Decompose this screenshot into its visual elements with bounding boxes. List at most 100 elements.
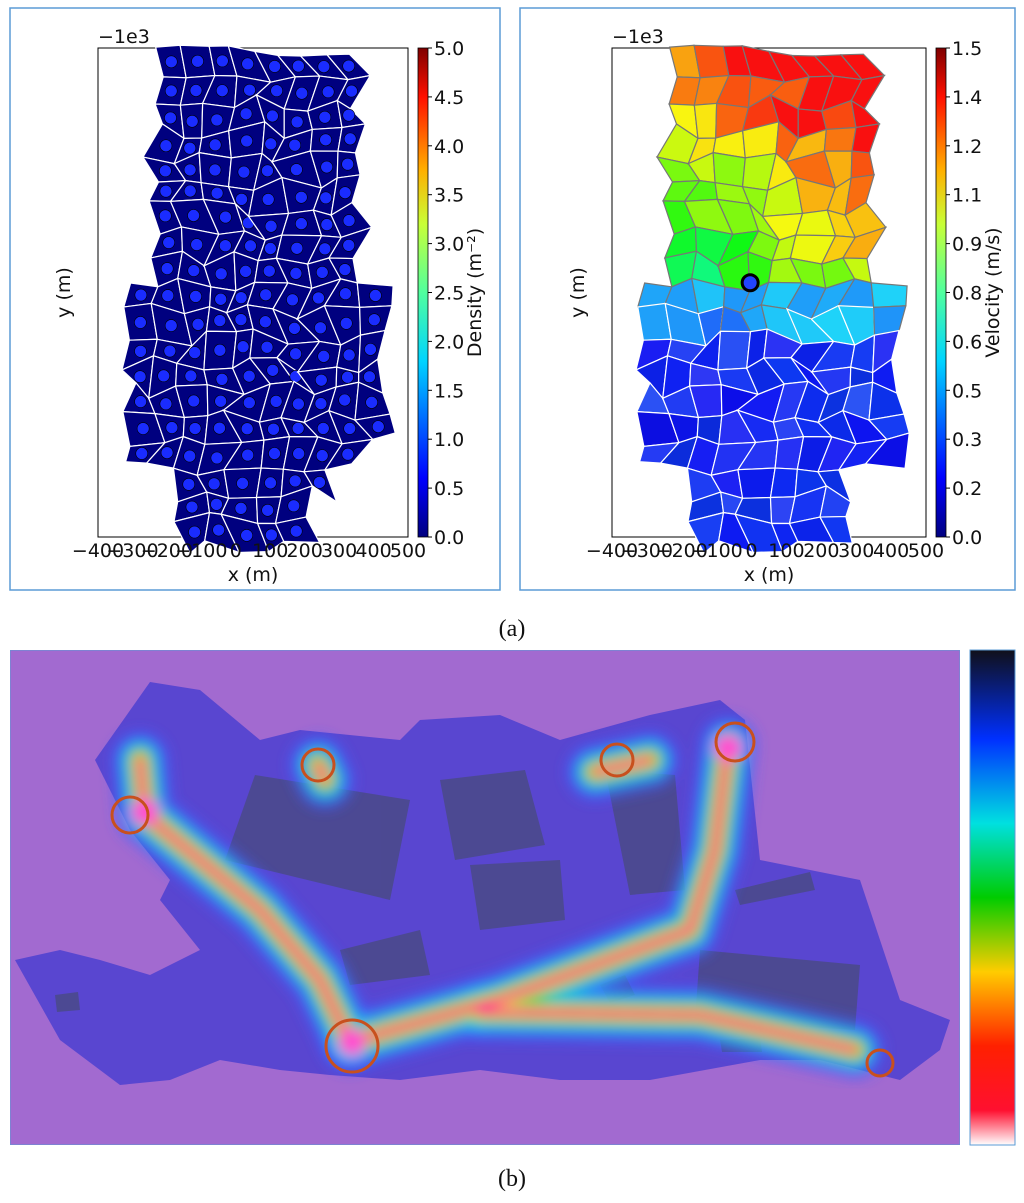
pedestrian [236, 477, 249, 490]
pedestrian [241, 448, 255, 462]
pedestrian [264, 242, 277, 255]
pedestrian [292, 447, 305, 460]
pedestrian [190, 238, 204, 251]
pedestrian [259, 315, 272, 329]
x-tick-label: 200 [803, 540, 839, 562]
pedestrian [338, 186, 352, 199]
colorbar [417, 47, 429, 538]
pedestrian [159, 164, 172, 178]
colorbar-tick-label: 0.6 [952, 331, 982, 353]
x-tick-label: 300 [838, 540, 874, 562]
pedestrian [234, 291, 248, 304]
pedestrian [317, 60, 331, 73]
x-tick-label: 500 [908, 540, 944, 562]
x-tick-label: −300 [106, 540, 158, 562]
pedestrian [339, 287, 352, 301]
pedestrian [165, 421, 179, 434]
pedestrian [259, 288, 273, 302]
pedestrian [187, 394, 201, 408]
colorbar-tick-label: 3.5 [434, 185, 464, 207]
pedestrian [295, 190, 308, 204]
colorbar-tick-label: 3.0 [434, 234, 464, 256]
colorbar-tick-label: 1.5 [952, 38, 982, 60]
pedestrian [320, 218, 334, 231]
colorbar-tick-label: 4.5 [434, 87, 464, 109]
pedestrian [262, 264, 276, 278]
pedestrian [264, 137, 278, 151]
pedestrian [210, 186, 224, 200]
pedestrian [268, 447, 281, 460]
trail-layer [348, 743, 730, 1044]
colorbar-tick-label: 2.5 [434, 283, 464, 305]
voronoi-cell [819, 515, 854, 544]
pedestrian [210, 497, 223, 511]
pedestrian [265, 528, 278, 542]
x-tick-label: 100 [768, 540, 804, 562]
pedestrian [292, 59, 305, 73]
x-tick-label: 500 [390, 540, 426, 562]
pedestrian [371, 420, 385, 433]
pedestrian [216, 54, 229, 68]
voronoi-cell [712, 151, 746, 188]
colorbar-label: Density (m⁻²) [464, 228, 486, 357]
pedestrian [341, 157, 354, 171]
caption: (a) [499, 616, 526, 642]
pedestrian [188, 525, 201, 539]
pedestrian [219, 210, 232, 224]
pedestrian [185, 114, 199, 128]
y-axis-label: y (m) [53, 267, 75, 318]
pedestrian [286, 293, 299, 307]
heatmap-panel [10, 650, 960, 1145]
voronoi-cell [737, 467, 776, 499]
pedestrian [289, 524, 303, 538]
pedestrian [164, 84, 178, 98]
x-tick-label: −300 [621, 540, 673, 562]
pedestrian [260, 340, 274, 354]
pedestrian [269, 395, 283, 408]
pedestrian [239, 265, 252, 278]
pedestrian [214, 267, 228, 281]
pedestrian [342, 238, 356, 252]
pedestrian [345, 84, 358, 98]
pedestrian [183, 163, 197, 177]
pedestrian [208, 138, 222, 152]
x-tick-label: 200 [287, 540, 323, 562]
x-tick-label: 400 [873, 540, 909, 562]
pedestrian [215, 84, 229, 97]
pedestrian [288, 322, 301, 335]
colorbar-tick-label: 0.8 [952, 283, 982, 305]
pedestrian [270, 84, 283, 98]
colorbar-tick-label: 4.0 [434, 136, 464, 158]
pedestrian [292, 397, 305, 411]
colorbar-tick-label: 1.2 [952, 136, 982, 158]
voronoi-cell [870, 282, 908, 308]
pedestrian [213, 314, 227, 327]
trail-layer [316, 763, 327, 782]
x-tick-label: −100 [691, 540, 743, 562]
pedestrian [240, 134, 253, 148]
colorbar-tick-label: 0.9 [952, 234, 982, 256]
pedestrian [266, 109, 279, 123]
pedestrian [164, 111, 177, 125]
density-cells [120, 44, 396, 555]
pedestrian [213, 343, 227, 357]
hotspot [131, 798, 159, 826]
pedestrian [134, 316, 147, 329]
pedestrian [188, 346, 202, 359]
panel-frame [9, 7, 501, 591]
pedestrian [268, 60, 281, 73]
pedestrian [159, 209, 172, 223]
pedestrian [288, 474, 302, 488]
pedestrian [315, 266, 329, 279]
pedestrian [184, 369, 198, 383]
x-tick-label: 100 [252, 540, 288, 562]
colorbar-tick-label: 2.0 [434, 331, 464, 353]
pedestrian [242, 369, 256, 383]
x-axis-label: x (m) [228, 564, 279, 586]
pedestrian [319, 133, 332, 147]
highlight-agent [740, 273, 760, 293]
caption: (b) [498, 1166, 526, 1192]
pedestrian [261, 193, 275, 206]
panel-frame [519, 7, 1016, 591]
